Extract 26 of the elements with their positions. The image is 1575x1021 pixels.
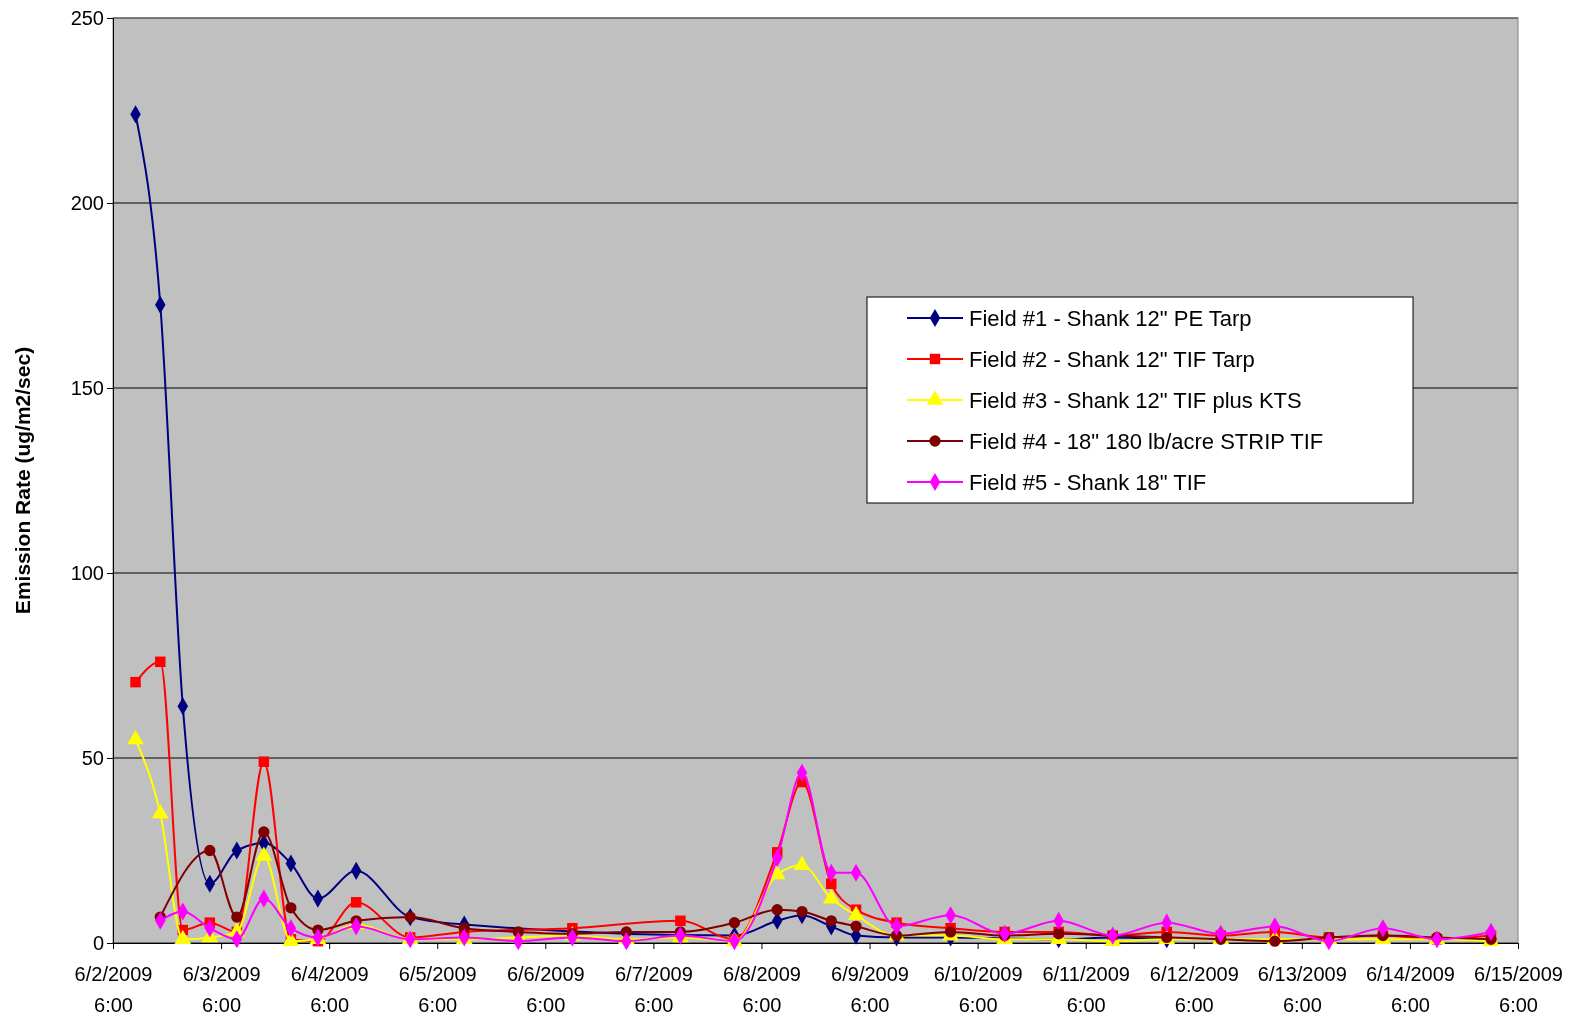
x-tick-label: 6/6/2009 6:00 — [506, 963, 585, 1016]
x-tick-label: 6/8/2009 6:00 — [723, 963, 801, 1016]
y-tick-label: 200 — [70, 191, 104, 214]
x-tick-label: 6/5/2009 6:00 — [398, 963, 477, 1016]
y-tick-label: 250 — [70, 6, 104, 29]
y-tick-label: 0 — [92, 931, 104, 954]
legend-label: Field #5 - Shank 18" TIF — [969, 469, 1207, 495]
x-tick-label: 6/14/2009 6:00 — [1365, 963, 1455, 1016]
x-tick-label: 6/10/2009 6:00 — [933, 963, 1023, 1016]
x-tick-label: 6/3/2009 6:00 — [182, 963, 261, 1016]
legend-label: Field #2 - Shank 12" TIF Tarp — [969, 346, 1255, 372]
y-tick-label: 100 — [70, 561, 104, 584]
legend-label: Field #4 - 18" 180 lb/acre STRIP TIF — [969, 428, 1324, 454]
y-tick-label: 150 — [70, 376, 104, 399]
y-tick-label: 50 — [81, 746, 104, 769]
x-tick-label: 6/15/2009 6:00 — [1474, 963, 1563, 1016]
legend-label: Field #1 - Shank 12" PE Tarp — [969, 305, 1252, 331]
legend-label: Field #3 - Shank 12" TIF plus KTS — [969, 387, 1302, 413]
x-tick-label: 6/12/2009 6:00 — [1149, 963, 1239, 1016]
x-tick-label: 6/2/2009 6:00 — [74, 963, 153, 1016]
x-tick-label: 6/4/2009 6:00 — [290, 963, 369, 1016]
x-tick-label: 6/7/2009 6:00 — [614, 963, 693, 1016]
y-axis-title: Emission Rate (ug/m2/sec) — [11, 346, 34, 615]
x-tick-label: 6/9/2009 6:00 — [831, 963, 909, 1016]
x-tick-label: 6/11/2009 6:00 — [1042, 963, 1130, 1016]
x-tick-label: 6/13/2009 6:00 — [1257, 963, 1347, 1016]
